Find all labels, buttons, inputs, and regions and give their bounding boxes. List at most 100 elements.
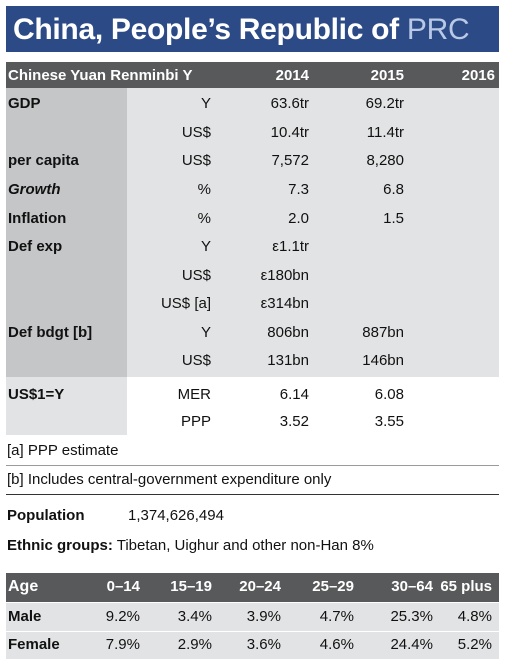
row-unit: MER bbox=[177, 386, 211, 403]
table-row: Def bdgt [b] Y 806bn 887bn bbox=[6, 319, 499, 347]
table-row: GDP Y 63.6tr 69.2tr bbox=[6, 90, 499, 118]
row-divider bbox=[6, 631, 499, 632]
row-unit: Y bbox=[200, 324, 211, 341]
table-row: US$ 131bn 146bn bbox=[6, 347, 499, 375]
population-value: 1,374,626,494 bbox=[128, 507, 224, 524]
value-2015: 8,280 bbox=[366, 152, 404, 169]
value-2014: 2.0 bbox=[288, 210, 309, 227]
row-unit: US$ bbox=[181, 267, 211, 284]
age-value: 5.2% bbox=[457, 636, 492, 653]
row-unit: % bbox=[197, 181, 211, 198]
value-2014: ε314bn bbox=[260, 295, 309, 312]
value-2015: 6.8 bbox=[383, 181, 404, 198]
row-unit: US$ bbox=[181, 124, 211, 141]
currency-header: Chinese Yuan Renminbi Y bbox=[8, 67, 193, 84]
row-label: GDP bbox=[8, 95, 41, 112]
row-label: Def bdgt [b] bbox=[8, 324, 93, 341]
value-2014: ε1.1tr bbox=[272, 238, 309, 255]
age-value: 3.6% bbox=[246, 636, 281, 653]
footnote-b: [b] Includes central-government expendit… bbox=[7, 471, 332, 488]
row-unit: % bbox=[197, 210, 211, 227]
table-row: US$ 10.4tr 11.4tr bbox=[6, 119, 499, 147]
age-band-header: 15–19 bbox=[170, 578, 212, 595]
row-label: Female bbox=[8, 636, 60, 653]
table-row: per capita US$ 7,572 8,280 bbox=[6, 147, 499, 175]
row-unit: PPP bbox=[180, 413, 211, 430]
value-2014: 131bn bbox=[267, 352, 309, 369]
population-line: Population 1,374,626,494 bbox=[7, 507, 224, 524]
age-value: 4.7% bbox=[319, 608, 354, 625]
table-row: US$ [a] ε314bn bbox=[6, 290, 499, 318]
table-row: Growth % 7.3 6.8 bbox=[6, 176, 499, 204]
row-unit: Y bbox=[200, 238, 211, 255]
age-band-header: 0–14 bbox=[106, 578, 140, 595]
page-title: China, People’s Republic of PRC bbox=[6, 6, 499, 52]
row-label: US$1=Y bbox=[8, 386, 65, 403]
year-header-2014: 2014 bbox=[275, 67, 309, 84]
age-band-header: 30–64 bbox=[391, 578, 433, 595]
table-row: US$1=Y MER 6.14 6.08 bbox=[6, 381, 499, 409]
exchange-rate-section: US$1=Y MER 6.14 6.08 PPP 3.52 3.55 bbox=[6, 377, 499, 435]
value-2015: 1.5 bbox=[383, 210, 404, 227]
population-label: Population bbox=[7, 507, 85, 524]
row-unit: Y bbox=[200, 95, 211, 112]
value-2015: 11.4tr bbox=[366, 124, 404, 141]
row-label: per capita bbox=[8, 152, 79, 169]
row-label: Growth bbox=[8, 181, 61, 198]
age-band-header: 65 plus bbox=[440, 578, 492, 595]
label-column-shade bbox=[6, 377, 127, 435]
table-row: Def exp Y ε1.1tr bbox=[6, 233, 499, 261]
label-column-shade bbox=[6, 88, 127, 377]
table-row: PPP 3.52 3.55 bbox=[6, 408, 499, 436]
age-value: 24.4% bbox=[390, 636, 433, 653]
row-label: Male bbox=[8, 608, 42, 625]
age-value: 3.4% bbox=[177, 608, 212, 625]
value-2014: 3.52 bbox=[279, 413, 309, 430]
value-2015: 3.55 bbox=[374, 413, 404, 430]
row-label: Def exp bbox=[8, 238, 63, 255]
row-label: Inflation bbox=[8, 210, 67, 227]
economy-table-header: Chinese Yuan Renminbi Y 2014 2015 2016 bbox=[6, 62, 499, 88]
row-unit: US$ [a] bbox=[160, 295, 211, 312]
age-value: 4.6% bbox=[319, 636, 354, 653]
ethnic-groups-label: Ethnic groups: bbox=[7, 537, 113, 554]
age-value: 25.3% bbox=[390, 608, 433, 625]
divider bbox=[6, 465, 499, 466]
footnote-a: [a] PPP estimate bbox=[7, 442, 119, 459]
value-2014: 10.4tr bbox=[270, 124, 309, 141]
value-2014: 806bn bbox=[267, 324, 309, 341]
ethnic-groups-line: Ethnic groups: Tibetan, Uighur and other… bbox=[7, 537, 374, 554]
ethnic-groups-value: Tibetan, Uighur and other non-Han 8% bbox=[116, 537, 374, 554]
table-row: Female 7.9% 2.9% 3.6% 4.6% 24.4% 5.2% bbox=[6, 631, 499, 659]
country-name: China, People’s Republic of bbox=[13, 13, 399, 46]
value-2014: ε180bn bbox=[260, 267, 309, 284]
age-value: 9.2% bbox=[105, 608, 140, 625]
value-2015: 887bn bbox=[362, 324, 404, 341]
value-2015: 69.2tr bbox=[365, 95, 404, 112]
row-unit: US$ bbox=[181, 152, 211, 169]
table-row: Inflation % 2.0 1.5 bbox=[6, 205, 499, 233]
country-abbreviation: PRC bbox=[406, 13, 470, 46]
age-value: 3.9% bbox=[246, 608, 281, 625]
year-header-2016: 2016 bbox=[461, 67, 495, 84]
divider bbox=[6, 494, 499, 495]
age-value: 4.8% bbox=[457, 608, 492, 625]
age-value: 7.9% bbox=[105, 636, 140, 653]
value-2015: 146bn bbox=[362, 352, 404, 369]
row-unit: US$ bbox=[181, 352, 211, 369]
age-table-header: Age 0–14 15–19 20–24 25–29 30–64 65 plus bbox=[6, 573, 499, 602]
age-band-header: 25–29 bbox=[312, 578, 354, 595]
year-header-2015: 2015 bbox=[370, 67, 404, 84]
table-row: US$ ε180bn bbox=[6, 262, 499, 290]
age-band-header: 20–24 bbox=[239, 578, 281, 595]
age-value: 2.9% bbox=[177, 636, 212, 653]
economy-table-body: GDP Y 63.6tr 69.2tr US$ 10.4tr 11.4tr pe… bbox=[6, 88, 499, 377]
value-2014: 63.6tr bbox=[270, 95, 309, 112]
age-header-label: Age bbox=[8, 578, 39, 595]
value-2014: 7,572 bbox=[271, 152, 309, 169]
value-2015: 6.08 bbox=[374, 386, 404, 403]
value-2014: 7.3 bbox=[288, 181, 309, 198]
value-2014: 6.14 bbox=[279, 386, 309, 403]
table-row: Male 9.2% 3.4% 3.9% 4.7% 25.3% 4.8% bbox=[6, 603, 499, 631]
